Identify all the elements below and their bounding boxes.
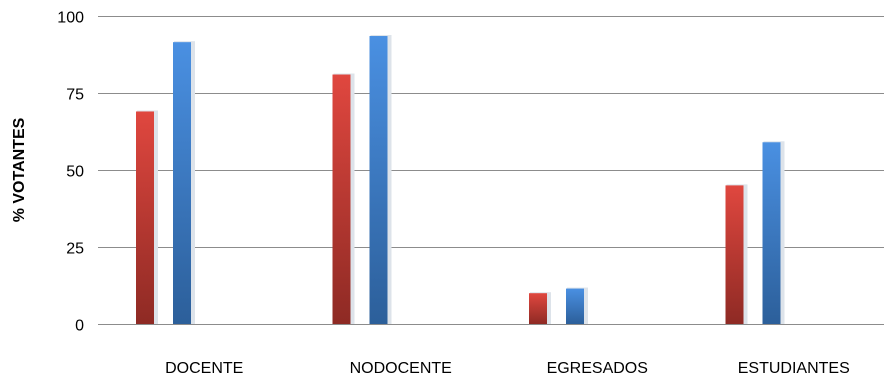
x-category-label: EGRESADOS [547, 360, 648, 377]
y-tick-label: 100 [57, 10, 84, 27]
y-axis-title: % VOTANTES [11, 117, 28, 222]
bar-egresados-series-2 [566, 288, 584, 324]
bar-egresados-series-1 [529, 293, 547, 324]
y-tick-label: 75 [66, 87, 84, 104]
bars [136, 35, 785, 325]
x-category-label: DOCENTE [165, 360, 243, 377]
bar-nodocente-series-1 [332, 74, 351, 325]
x-category-label: ESTUDIANTES [738, 360, 850, 377]
y-tick-label: 25 [66, 241, 84, 258]
y-tick-label: 0 [75, 318, 84, 335]
bar-docente-series-1 [136, 111, 154, 324]
bar-estudiantes-series-2 [762, 142, 781, 324]
gridlines [98, 16, 884, 325]
bar-docente-series-2 [173, 42, 191, 325]
bar-nodocente-series-2 [369, 36, 388, 325]
y-tick-label: 50 [66, 164, 84, 181]
axis-labels: 0 25 50 75 100 DOCENTE NODOCENTE EGRESADOS ESTUD… [57, 10, 849, 378]
bar-estudiantes-series-1 [725, 185, 744, 324]
x-category-label: NODOCENTE [350, 360, 452, 377]
